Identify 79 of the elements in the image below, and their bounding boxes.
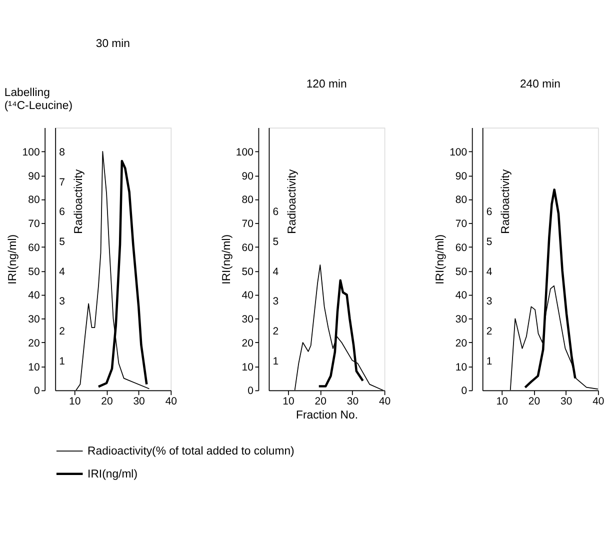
y2-tick-label: 4: [486, 266, 492, 278]
y-tick-label: 80: [455, 194, 468, 206]
y2-tick-label: 4: [272, 266, 279, 278]
y2-tick-label: 8: [59, 146, 66, 158]
y-tick-label: 60: [28, 242, 40, 254]
x-tick-label: 20: [314, 396, 327, 408]
y-tick-label: 80: [242, 194, 254, 206]
y-tick-label: 40: [28, 290, 40, 302]
legend-label: IRI(ng/ml): [88, 468, 138, 480]
y-tick-label: 100: [450, 146, 468, 158]
y2-tick-label: 7: [59, 176, 66, 188]
x-tick-label: 40: [165, 396, 178, 408]
x-tick-label: 40: [378, 396, 391, 408]
y2-tick-label: 5: [272, 236, 279, 248]
y2-tick-label: 6: [272, 206, 279, 218]
y-tick-label: 0: [461, 385, 468, 398]
y-tick-label: 10: [28, 361, 40, 374]
y-axis-title: IRI(ng/ml): [220, 234, 233, 284]
x-tick-label: 10: [69, 396, 81, 408]
x-tick-label: 10: [282, 396, 294, 408]
y2-axis-title: Radioactivity: [500, 169, 512, 234]
y-tick-label: 70: [455, 218, 468, 230]
x-tick-label: 20: [101, 396, 113, 408]
y2-axis-title: Radioactivity: [286, 169, 298, 234]
y-tick-label: 0: [34, 385, 40, 398]
y2-tick-label: 1: [486, 355, 492, 368]
y-tick-label: 90: [28, 170, 40, 182]
y2-tick-label: 3: [272, 296, 279, 308]
y2-tick-label: 1: [272, 355, 279, 368]
x-tick-label: 30: [133, 396, 146, 408]
text: Labelling (¹⁴C-Leucine): [4, 87, 73, 112]
chart-title: 240 min: [520, 78, 560, 90]
y-axis-title: IRI(ng/ml): [434, 234, 446, 284]
y-axis-title: IRI(ng/ml): [7, 234, 20, 284]
y2-tick-label: 2: [272, 326, 279, 338]
y-tick-label: 10: [242, 361, 254, 374]
y2-tick-label: 4: [59, 266, 66, 278]
x-axis-title: Fraction No.: [296, 410, 358, 422]
y-tick-label: 70: [28, 218, 40, 230]
y-tick-label: 100: [22, 146, 40, 158]
y-tick-label: 60: [455, 242, 468, 254]
x-tick-label: 40: [592, 396, 604, 408]
y-tick-label: 30: [28, 314, 40, 326]
y-tick-label: 100: [236, 146, 254, 158]
y-tick-label: 90: [455, 170, 468, 182]
y-tick-label: 10: [455, 361, 468, 374]
y-tick-label: 20: [242, 337, 254, 350]
y-tick-label: 60: [242, 242, 254, 254]
y-tick-label: 40: [242, 290, 254, 302]
y2-tick-label: 1: [59, 355, 66, 368]
y-tick-label: 20: [28, 337, 40, 350]
y-tick-label: 30: [242, 314, 254, 326]
y-tick-label: 50: [28, 266, 40, 278]
legend-label: Radioactivity(% of total added to column): [88, 446, 295, 458]
y-tick-label: 0: [248, 385, 254, 398]
y2-axis-title: Radioactivity: [72, 169, 85, 234]
y2-tick-label: 3: [59, 296, 66, 308]
y-tick-label: 20: [455, 337, 468, 350]
chart-title: 30 min: [96, 38, 130, 50]
y2-tick-label: 2: [486, 326, 492, 338]
y2-tick-label: 2: [59, 326, 66, 338]
y-tick-label: 90: [242, 170, 254, 182]
chart-title: 120 min: [306, 78, 347, 90]
y-tick-label: 50: [242, 266, 254, 278]
x-tick-label: 20: [528, 396, 540, 408]
y-tick-label: 50: [455, 266, 468, 278]
x-tick-label: 10: [496, 396, 508, 408]
y-tick-label: 70: [242, 218, 254, 230]
y2-tick-label: 5: [59, 236, 66, 248]
y-tick-label: 30: [455, 314, 468, 326]
y2-tick-label: 6: [486, 206, 492, 218]
y-tick-label: 40: [455, 290, 468, 302]
line-series: [318, 279, 364, 388]
y2-tick-label: 6: [59, 206, 66, 218]
y2-tick-label: 5: [486, 236, 492, 248]
x-tick-label: 30: [346, 396, 359, 408]
y-tick-label: 80: [28, 194, 40, 206]
x-tick-label: 30: [560, 396, 572, 408]
y2-tick-label: 3: [486, 296, 492, 308]
